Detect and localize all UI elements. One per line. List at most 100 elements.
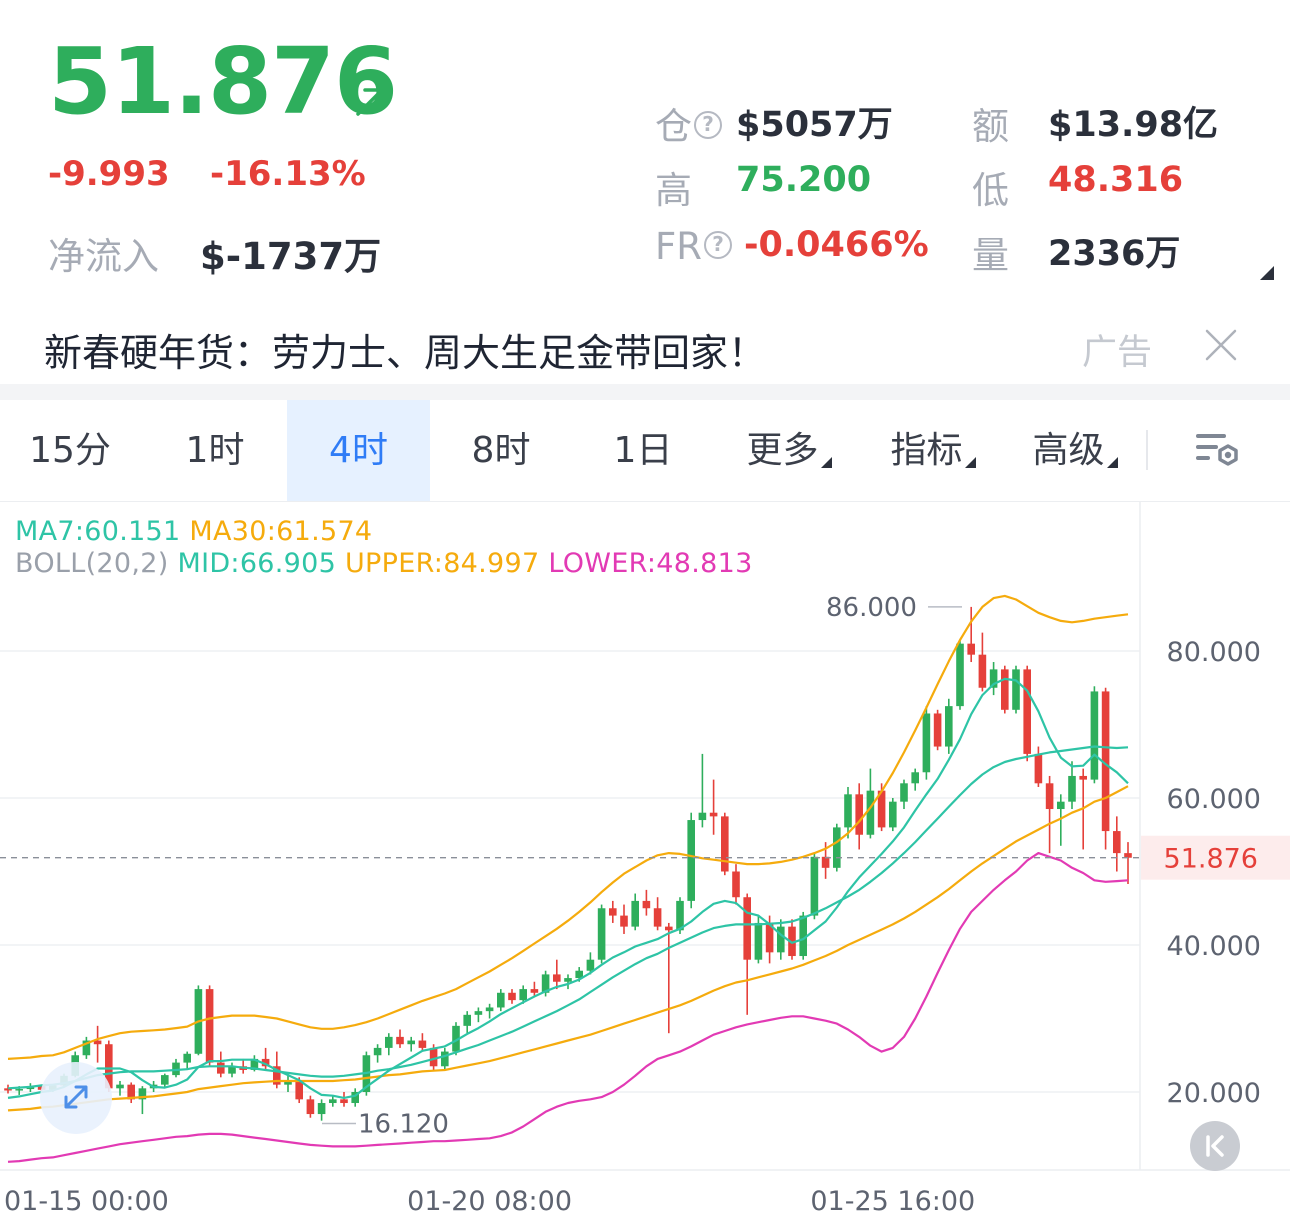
candle-body — [866, 790, 875, 835]
tab-1h[interactable]: 1时 — [185, 430, 245, 471]
candle-body — [497, 992, 505, 1008]
tab-advanced[interactable]: 高级 — [1004, 400, 1146, 501]
zoom-hint-arrows — [64, 1085, 88, 1109]
candle-body — [396, 1036, 404, 1045]
boll-mid-label: MID:66.905 — [177, 548, 337, 579]
open-interest-label: 仓? — [655, 96, 722, 150]
candle-body — [911, 772, 919, 784]
candle-body — [441, 1051, 449, 1067]
funding-rate-value: -0.0466% — [744, 225, 929, 265]
dropdown-triangle-icon — [820, 457, 832, 468]
candle-body — [1023, 669, 1031, 754]
ad-banner-text[interactable]: 新春硬年货：劳力士、周大生足金带回家！ — [44, 331, 767, 375]
candle-body — [261, 1058, 270, 1067]
y-tick-label: 40.000 — [1167, 931, 1261, 962]
candle-body — [844, 794, 852, 828]
ma-legend: MA7:60.151 MA30:61.574 — [15, 516, 372, 547]
candle-body — [799, 915, 807, 957]
x-tick-label: 01-20 08:00 — [407, 1186, 572, 1217]
tab-indicators[interactable]: 指标 — [862, 400, 1004, 501]
close-icon[interactable] — [1204, 328, 1238, 362]
turnover-label: 额 — [972, 105, 1009, 148]
candle-body — [407, 1040, 415, 1045]
candle-body — [709, 812, 718, 817]
candle-body — [698, 812, 707, 821]
ma30-line — [7, 785, 1129, 1112]
candle-body — [205, 989, 214, 1063]
high-value: 75.200 — [736, 160, 872, 200]
ma7-line — [7, 677, 1129, 1100]
tab-15m[interactable]: 15分 — [29, 430, 111, 471]
section-divider — [0, 384, 1290, 400]
candle-body — [4, 1088, 12, 1091]
candle-body — [217, 1062, 225, 1074]
tab-4h[interactable]: 4时 — [287, 400, 430, 501]
candle-body — [373, 1047, 382, 1056]
ad-label: 广告 — [1082, 333, 1153, 373]
dropdown-triangle-icon — [964, 457, 976, 468]
boll-lower-line — [7, 852, 1129, 1163]
candle-body — [922, 713, 931, 773]
candle-body — [732, 871, 740, 898]
boll-upper-line — [7, 594, 1129, 1060]
boll-legend: BOLL(20,2) MID:66.905 UPPER:84.997 LOWER… — [15, 548, 753, 579]
candle-body — [474, 1011, 483, 1015]
candle-body — [967, 643, 975, 655]
candle-body — [530, 989, 539, 993]
candle-body — [250, 1058, 259, 1070]
candle-body — [273, 1066, 281, 1085]
boll-upper-label: UPPER:84.997 — [344, 548, 540, 579]
candle-body — [945, 706, 953, 747]
boll-lower-label: LOWER:48.813 — [548, 548, 753, 579]
candle-body — [687, 820, 695, 901]
candle-body — [183, 1053, 191, 1063]
candle-body — [105, 1044, 113, 1089]
candle-body — [765, 922, 774, 953]
price-change-percent: -16.13% — [210, 154, 366, 194]
candle-body — [653, 908, 662, 927]
candle-body — [116, 1084, 124, 1089]
min-price-label: 16.120 — [358, 1110, 449, 1140]
tab-more[interactable]: 更多 — [718, 400, 860, 501]
candle-body — [418, 1040, 427, 1048]
tab-8h[interactable]: 8时 — [471, 430, 531, 471]
candle-body — [1101, 691, 1110, 832]
candle-body — [429, 1047, 438, 1067]
last-price: 51.876 — [48, 28, 398, 135]
candle-body — [82, 1040, 91, 1056]
candle-body — [1001, 669, 1009, 710]
candle-body — [351, 1092, 359, 1104]
candle-body — [1068, 775, 1076, 802]
candle-body — [1012, 669, 1020, 710]
funding-rate-label: FR? — [655, 225, 732, 268]
expand-stats-icon[interactable] — [1260, 266, 1274, 280]
candle-body — [127, 1084, 135, 1100]
boll-mid-line — [7, 745, 1129, 1090]
candle-body — [161, 1075, 169, 1085]
ma7-label: MA7:60.151 — [15, 516, 181, 547]
candlestick-chart[interactable]: 80.000 60.000 40.000 20.000 01-15 00:00 01-20… — [0, 502, 1290, 1232]
chart-settings-icon[interactable] — [1194, 430, 1242, 474]
ma30-label: MA30:61.574 — [189, 516, 373, 547]
candle-body — [597, 908, 606, 960]
net-inflow-label: 净流入 — [48, 235, 159, 278]
tab-1d[interactable]: 1日 — [613, 430, 673, 471]
candle-body — [463, 1014, 471, 1026]
candle-body — [631, 900, 639, 927]
candle-body — [1034, 753, 1043, 784]
turnover-value: $13.98亿 — [1048, 105, 1219, 145]
x-tick-label: 01-15 00:00 — [4, 1186, 169, 1217]
candle-body — [541, 974, 550, 993]
candle-body — [833, 827, 841, 868]
volume-value: 2336万 — [1048, 234, 1181, 274]
question-circle-icon[interactable]: ? — [704, 230, 732, 259]
low-label: 低 — [972, 169, 1009, 212]
candle-body — [508, 992, 516, 1001]
net-inflow-value: $-1737万 — [200, 235, 382, 278]
candle-body — [877, 790, 886, 828]
candle-body — [228, 1066, 236, 1074]
arrow-up-right-icon — [356, 88, 384, 116]
question-circle-icon[interactable]: ? — [694, 110, 722, 139]
rewind-to-start-button[interactable] — [1190, 1121, 1240, 1171]
low-value: 48.316 — [1048, 160, 1184, 200]
